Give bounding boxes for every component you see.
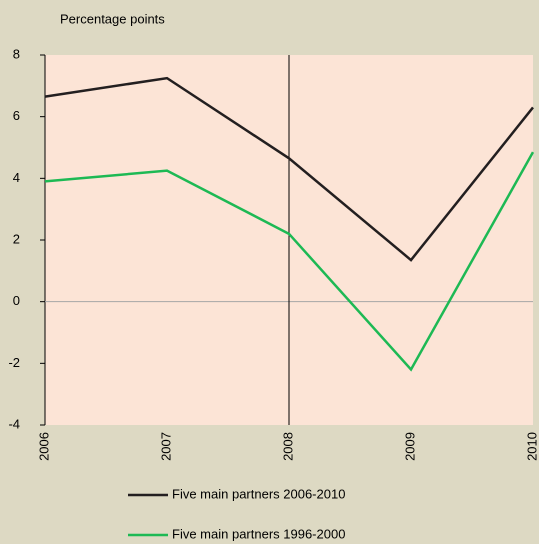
y-tick-label: -2 xyxy=(8,355,20,370)
series-line xyxy=(44,76,534,262)
x-tick-label: 2010 xyxy=(524,432,539,461)
y-tick-label: 0 xyxy=(13,293,20,308)
y-tick-label: 4 xyxy=(13,170,20,185)
y-tick-label: 6 xyxy=(13,108,20,123)
x-tick-label: 2006 xyxy=(36,432,51,461)
y-tick-label: -4 xyxy=(8,416,20,431)
x-tick-label: 2007 xyxy=(158,432,173,461)
series-line xyxy=(44,151,535,372)
x-tick-label: 2008 xyxy=(280,432,295,461)
y-tick-label: 2 xyxy=(13,231,20,246)
legend-label: Five main partners 2006-2010 xyxy=(172,486,345,501)
y-tick-label: 8 xyxy=(13,46,20,61)
x-tick-label: 2009 xyxy=(402,432,417,461)
y-axis-label: Percentage points xyxy=(60,11,165,26)
legend-label: Five main partners 1996-2000 xyxy=(172,526,345,541)
